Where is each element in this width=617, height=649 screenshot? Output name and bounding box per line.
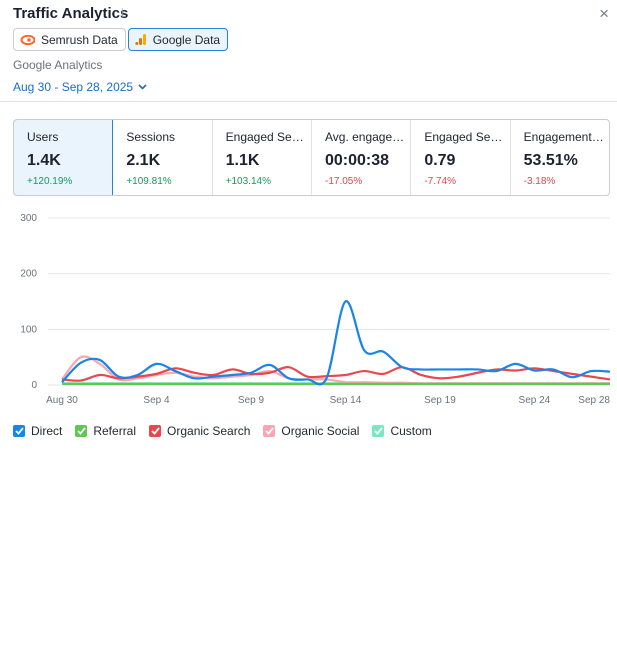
close-icon[interactable]: × — [599, 4, 609, 23]
legend-item-custom[interactable]: Custom — [372, 424, 432, 438]
semrush-data-label: Semrush Data — [41, 32, 118, 47]
y-tick-label: 200 — [20, 269, 37, 280]
metric-delta: +109.81% — [126, 176, 172, 187]
series-line-organic-search[interactable] — [61, 366, 611, 382]
legend-item-direct[interactable]: Direct — [13, 424, 62, 438]
data-source-toggle: Semrush Data Google Data — [13, 28, 229, 51]
metric-delta: +120.19% — [27, 176, 73, 187]
metric-users[interactable]: Users 1.4K +120.19% — [14, 120, 114, 195]
metric-value: 1.1K — [225, 152, 260, 169]
x-tick-label: Sep 4 — [143, 395, 170, 406]
metric-delta: -7.74% — [424, 176, 456, 187]
metric-value: 1.4K — [27, 152, 61, 169]
metric-label: Users — [27, 130, 59, 144]
metric-value: 00:00:38 — [324, 152, 390, 169]
metric-value: 53.51% — [523, 152, 578, 169]
date-range-label: Aug 30 - Sep 28, 2025 — [13, 80, 134, 94]
metric-label: Engaged Sessions per user — [424, 130, 509, 144]
checkbox-checked-icon — [149, 425, 162, 437]
x-tick-label: Sep 24 — [519, 395, 551, 406]
date-range-picker[interactable]: Aug 30 - Sep 28, 2025 — [13, 80, 147, 94]
checkbox-checked-icon — [263, 425, 276, 437]
metric-value: 0.79 — [424, 152, 456, 169]
checkbox-checked-icon — [372, 425, 385, 437]
legend-item-organic-social[interactable]: Organic Social — [263, 424, 359, 438]
checkbox-checked-icon — [13, 425, 25, 437]
semrush-logo-icon — [20, 34, 35, 45]
traffic-line-chart[interactable]: 0 100 200 300 Aug 30 Sep 4 Sep 9 Sep 14 Sep 19 S… — [0, 205, 617, 415]
metric-label: Sessions — [126, 130, 176, 144]
chart-legend: Direct Referral Organic Search Organic S… — [13, 424, 445, 438]
legend-label: Custom — [390, 424, 432, 438]
legend-label: Organic Search — [167, 424, 251, 438]
metric-avg-engagement-time[interactable]: Avg. engagement time 00:00:38 -17.05% — [312, 120, 412, 195]
google-data-label: Google Data — [152, 32, 221, 47]
x-tick-label: Aug 30 — [46, 395, 78, 406]
metric-label: Engaged Sessions — [225, 130, 311, 144]
analytics-source-label: Google Analytics — [13, 58, 103, 72]
metric-label: Avg. engagement time — [324, 130, 410, 144]
chevron-down-icon — [138, 84, 147, 90]
metric-engagement-rate[interactable]: Engagement rate 53.51% -3.18% — [511, 120, 609, 195]
panel-title: Traffic Analytics — [13, 5, 129, 22]
x-tick-label: Sep 9 — [238, 395, 265, 406]
metric-engaged-sessions[interactable]: Engaged Sessions 1.1K +103.14% — [213, 120, 312, 195]
metric-label: Engagement rate — [523, 130, 609, 144]
series-line-direct[interactable] — [61, 300, 611, 386]
y-tick-label: 100 — [20, 324, 37, 335]
legend-label: Direct — [31, 424, 63, 438]
y-tick-label: 0 — [31, 380, 37, 391]
metric-value: 2.1K — [126, 152, 161, 169]
legend-label: Organic Social — [281, 424, 360, 438]
header-divider — [0, 101, 617, 102]
metric-sessions[interactable]: Sessions 2.1K +109.81% — [113, 120, 213, 195]
legend-item-organic-search[interactable]: Organic Search — [149, 424, 250, 438]
legend-label: Referral — [93, 424, 137, 438]
y-tick-label: 300 — [20, 213, 37, 224]
legend-item-referral[interactable]: Referral — [75, 424, 136, 438]
x-tick-label: Sep 14 — [330, 395, 362, 406]
x-tick-label: Sep 19 — [424, 395, 456, 406]
metrics-tabs: Users 1.4K +120.19% Sessions 2.1K +109.8… — [13, 119, 610, 196]
metric-delta: -17.05% — [324, 176, 363, 187]
google-analytics-icon — [135, 34, 146, 45]
google-data-button[interactable]: Google Data — [127, 28, 229, 51]
x-tick-label: Sep 28 — [578, 395, 610, 406]
info-icon[interactable]: i — [121, 6, 124, 20]
metric-engaged-sessions-per-user[interactable]: Engaged Sessions per user 0.79 -7.74% — [411, 120, 511, 195]
metric-delta: -3.18% — [523, 176, 556, 187]
checkbox-checked-icon — [75, 425, 88, 437]
semrush-data-button[interactable]: Semrush Data — [13, 28, 126, 51]
metric-delta: +103.14% — [225, 176, 271, 187]
